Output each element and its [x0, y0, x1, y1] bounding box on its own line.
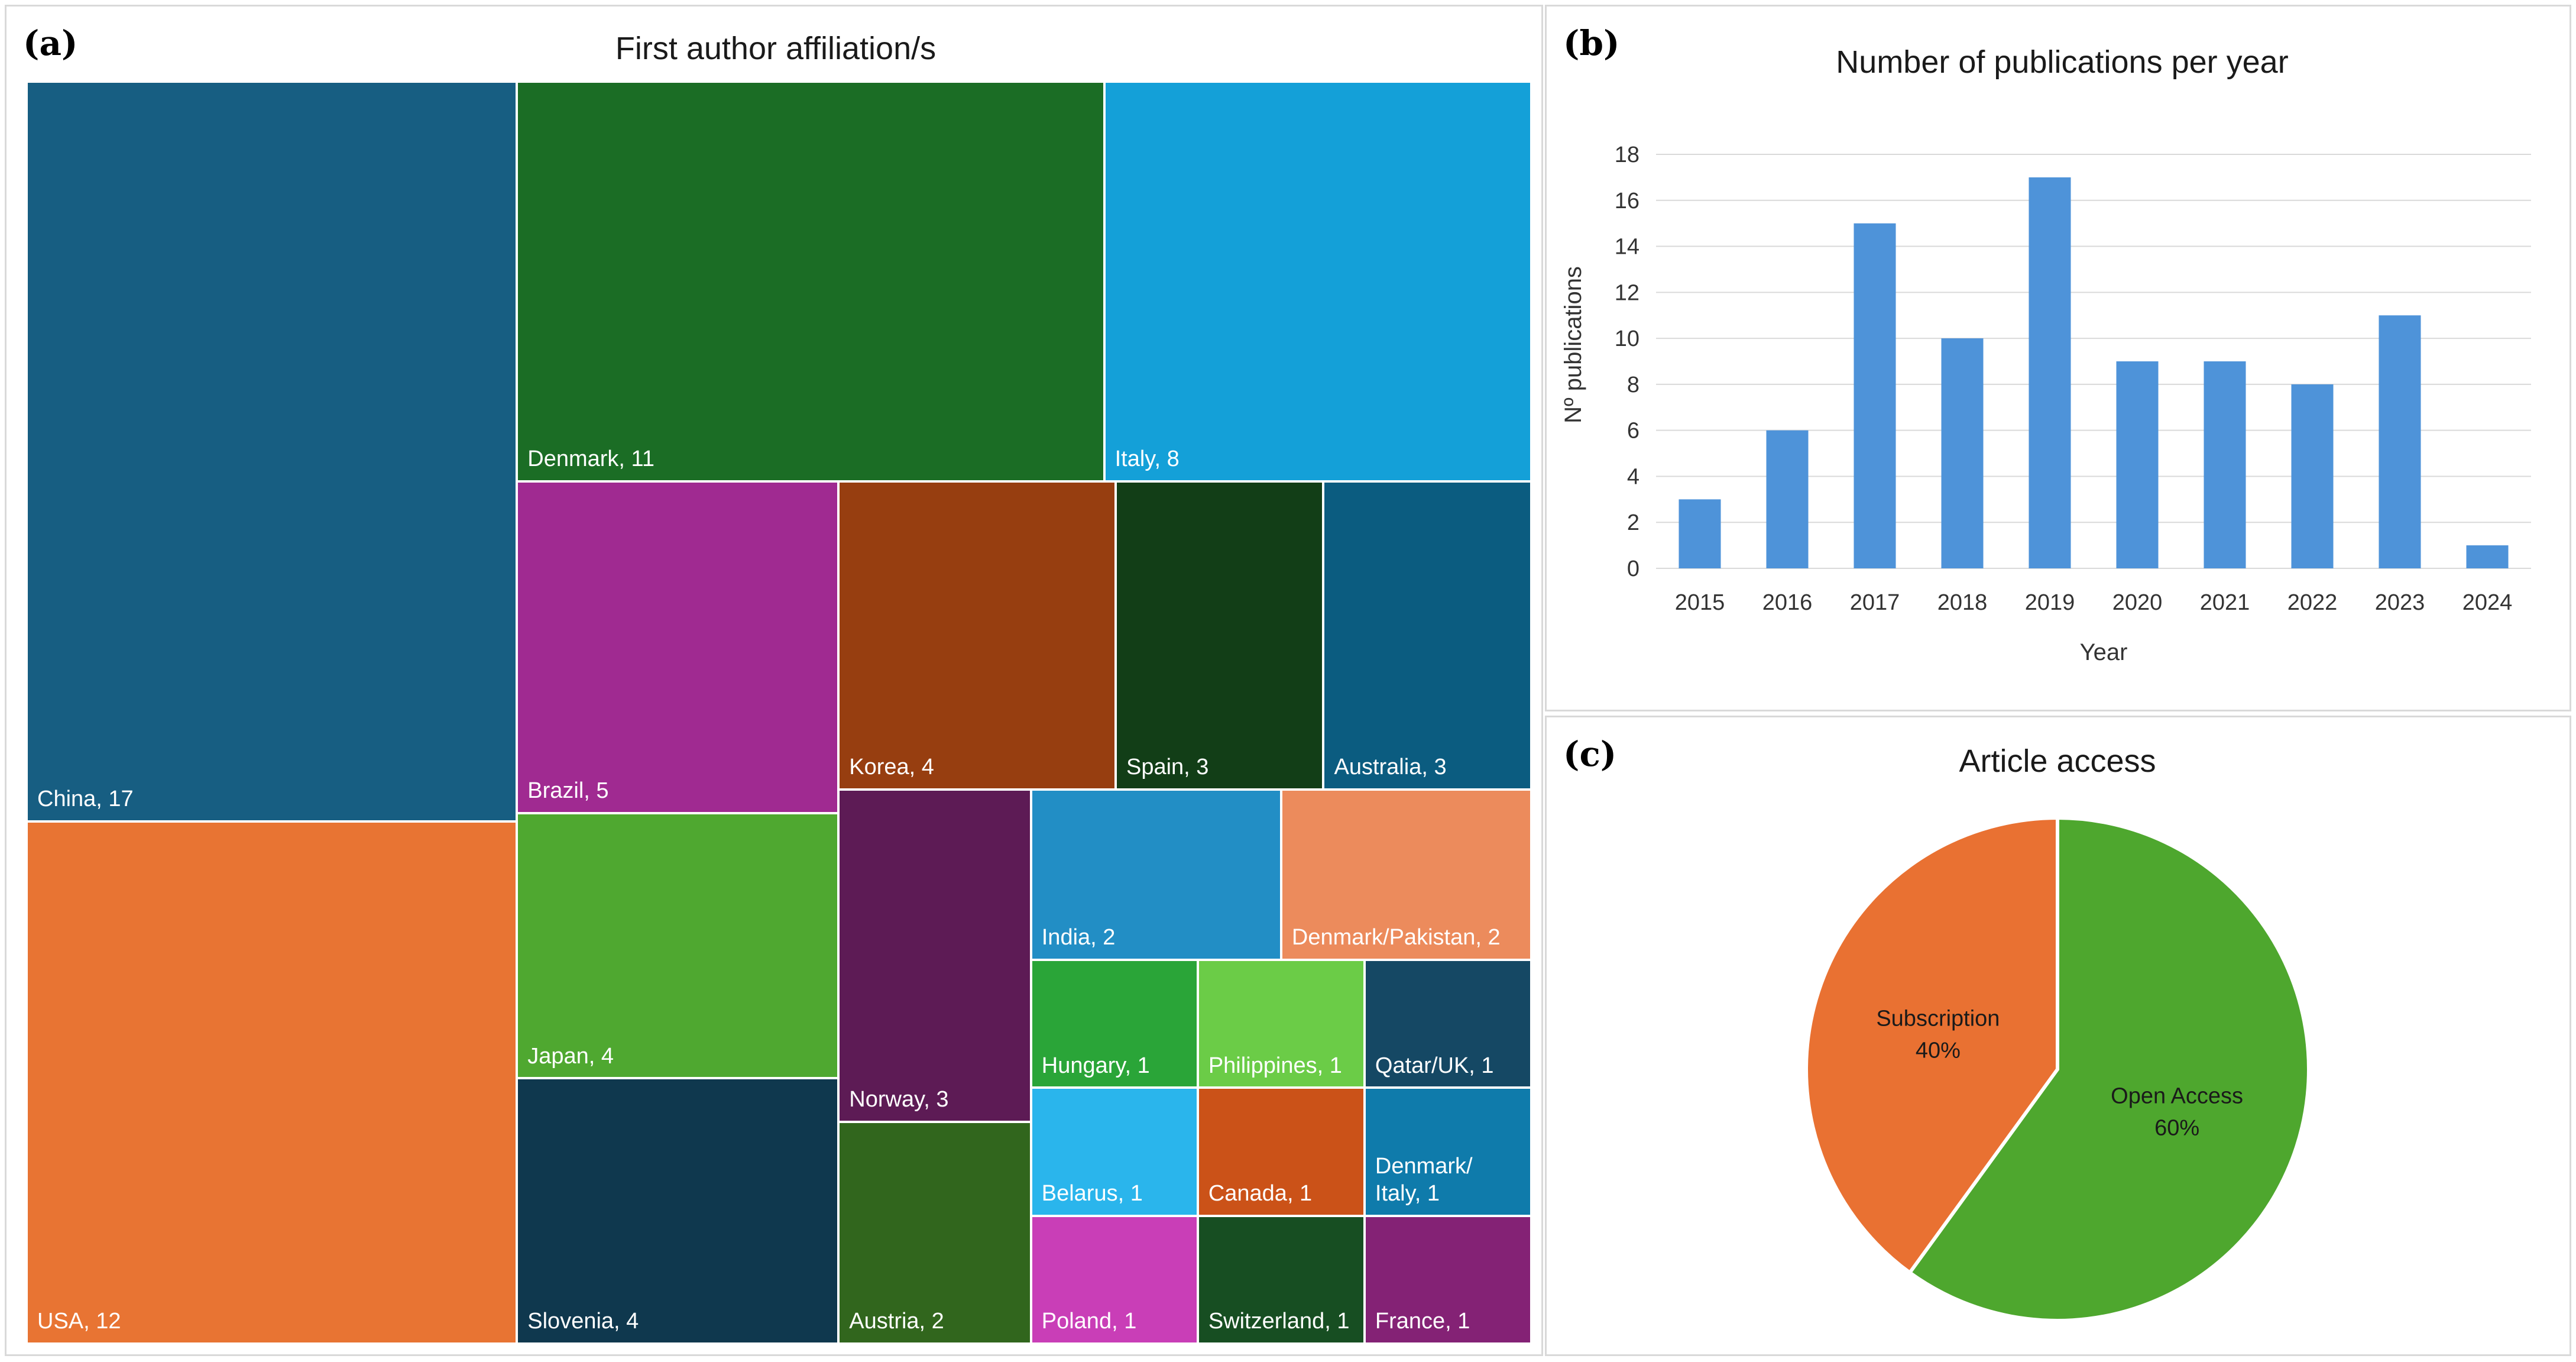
x-tick-label: 2017 [1850, 590, 1900, 615]
x-tick-label: 2019 [2025, 590, 2075, 615]
treemap-cell-poland: Poland, 1 [1032, 1217, 1197, 1342]
bar-2019 [2029, 177, 2071, 568]
treemap-cell-india: India, 2 [1032, 790, 1280, 959]
treemap-label-india: India, 2 [1041, 925, 1116, 950]
y-tick-label: 14 [1615, 235, 1639, 260]
treemap-label-korea: Korea, 4 [849, 754, 934, 779]
bar-chart: Number of publications per year Nº publi… [1560, 44, 2531, 665]
treemap-label-spain: Spain, 3 [1126, 754, 1209, 779]
bar-2022 [2291, 384, 2334, 568]
x-tick-label: 2015 [1675, 590, 1725, 615]
treemap-cell-belarus: Belarus, 1 [1032, 1089, 1197, 1215]
treemap-cell-australia: Australia, 3 [1324, 482, 1530, 788]
treemap-label-belarus: Belarus, 1 [1041, 1181, 1143, 1206]
treemap-label-norway: Norway, 3 [849, 1087, 949, 1112]
treemap-cell-hungary: Hungary, 1 [1032, 961, 1197, 1087]
pie-pct-open-access: 60% [2154, 1116, 2199, 1141]
bar-2021 [2204, 361, 2246, 568]
bar-2020 [2116, 361, 2159, 568]
pie-chart: Article access Open Access 60% Subscriptio… [1804, 743, 2311, 1322]
treemap-cell-slovenia: Slovenia, 4 [518, 1079, 838, 1342]
treemap-label-china: China, 17 [37, 787, 134, 812]
x-tick-label: 2022 [2287, 590, 2338, 615]
treemap-cell-denmark: Denmark, 11 [518, 83, 1103, 480]
treemap-cell-canada: Canada, 1 [1198, 1089, 1363, 1215]
panel-b: (b) Number of publications per year Nº p… [1545, 5, 2571, 711]
treemap-cell-usa: USA, 12 [28, 822, 516, 1342]
treemap-cell-qatar-uk: Qatar/UK, 1 [1365, 961, 1530, 1087]
treemap-label-hungary: Hungary, 1 [1041, 1053, 1150, 1078]
bar-chart-xlabel: Year [2080, 639, 2128, 665]
y-tick-label: 0 [1627, 557, 1639, 581]
treemap-label-denmark-pakistan: Denmark/Pakistan, 2 [1291, 925, 1501, 950]
bar-2017 [1854, 223, 1896, 569]
panel-b-label: (b) [1563, 23, 1620, 63]
treemap-cell-switzerland: Switzerland, 1 [1198, 1217, 1363, 1342]
bar-2023 [2379, 315, 2421, 568]
treemap-label-philippines: Philippines, 1 [1208, 1053, 1342, 1078]
treemap-label-denmark-italy: Denmark/ Italy, 1 [1375, 1154, 1473, 1206]
bar-2015 [1679, 499, 1721, 568]
pie-slice-subscription [1804, 816, 2059, 1276]
x-tick-label: 2016 [1762, 590, 1813, 615]
treemap-cell-china: China, 17 [28, 83, 516, 820]
y-tick-label: 8 [1627, 373, 1639, 397]
panel-a: (a) First author affiliation/s China, 17… [5, 5, 1543, 1356]
x-tick-label: 2021 [2200, 590, 2250, 615]
y-tick-label: 12 [1615, 280, 1639, 305]
treemap-cell-denmark-italy: Denmark/ Italy, 1 [1365, 1089, 1530, 1215]
treemap-cell-norway: Norway, 3 [840, 790, 1030, 1121]
treemap-chart: China, 17 USA, 12 Denmark, 11 Italy, 8 Brazi… [7, 7, 1545, 1358]
pie-slice-open-access [1907, 816, 2311, 1322]
treemap-cell-brazil: Brazil, 5 [518, 482, 838, 812]
y-tick-label: 16 [1615, 189, 1639, 213]
treemap-label-slovenia: Slovenia, 4 [527, 1309, 639, 1334]
bar-2018 [1941, 338, 1984, 568]
pie-label-open-access: Open Access [2111, 1084, 2243, 1109]
y-tick-label: 2 [1627, 510, 1639, 535]
treemap-label-austria: Austria, 2 [849, 1309, 944, 1334]
treemap-cell-japan: Japan, 4 [518, 814, 838, 1078]
treemap-label-poland: Poland, 1 [1041, 1309, 1137, 1334]
treemap-cell-philippines: Philippines, 1 [1198, 961, 1363, 1087]
panel-a-label: (a) [23, 23, 78, 63]
panel-c: (c) Article access Open Access 60% Subscri… [1545, 716, 2571, 1356]
treemap-cell-austria: Austria, 2 [840, 1123, 1030, 1342]
y-tick-label: 18 [1615, 143, 1639, 167]
x-tick-label: 2023 [2375, 590, 2425, 615]
pie-pct-subscription: 40% [1916, 1038, 1961, 1063]
treemap-label-italy: Italy, 8 [1114, 447, 1180, 472]
bar-2016 [1766, 430, 1809, 568]
treemap-cell-denmark-pakistan: Denmark/Pakistan, 2 [1282, 790, 1530, 959]
bar-2024 [2466, 545, 2509, 568]
x-tick-label: 2018 [1937, 590, 1988, 615]
treemap-label-switzerland: Switzerland, 1 [1208, 1309, 1350, 1334]
x-tick-label: 2024 [2462, 590, 2513, 615]
treemap-label-brazil: Brazil, 5 [527, 778, 609, 804]
y-tick-label: 10 [1615, 326, 1639, 351]
treemap-cell-france: France, 1 [1365, 1217, 1530, 1342]
treemap-label-australia: Australia, 3 [1334, 754, 1447, 779]
treemap-cell-korea: Korea, 4 [840, 482, 1114, 788]
panel-c-label: (c) [1563, 734, 1617, 774]
treemap-cell-spain: Spain, 3 [1116, 482, 1323, 788]
x-tick-label: 2020 [2112, 590, 2163, 615]
treemap-cell-italy: Italy, 8 [1105, 83, 1530, 480]
treemap-label-denmark: Denmark, 11 [527, 447, 654, 472]
pie-label-subscription: Subscription [1876, 1006, 2000, 1031]
treemap-label-usa: USA, 12 [37, 1309, 121, 1334]
pie-chart-title: Article access [1959, 743, 2156, 779]
treemap-label-qatar-uk: Qatar/UK, 1 [1375, 1053, 1494, 1078]
treemap-title: First author affiliation/s [615, 31, 937, 66]
treemap-label-japan: Japan, 4 [527, 1043, 614, 1069]
treemap-label-france: France, 1 [1375, 1309, 1470, 1334]
bar-chart-title: Number of publications per year [1836, 44, 2288, 80]
y-tick-label: 6 [1627, 419, 1639, 444]
y-tick-label: 4 [1627, 464, 1639, 489]
bar-chart-ylabel: Nº publications [1560, 266, 1586, 423]
treemap-label-canada: Canada, 1 [1208, 1181, 1313, 1206]
